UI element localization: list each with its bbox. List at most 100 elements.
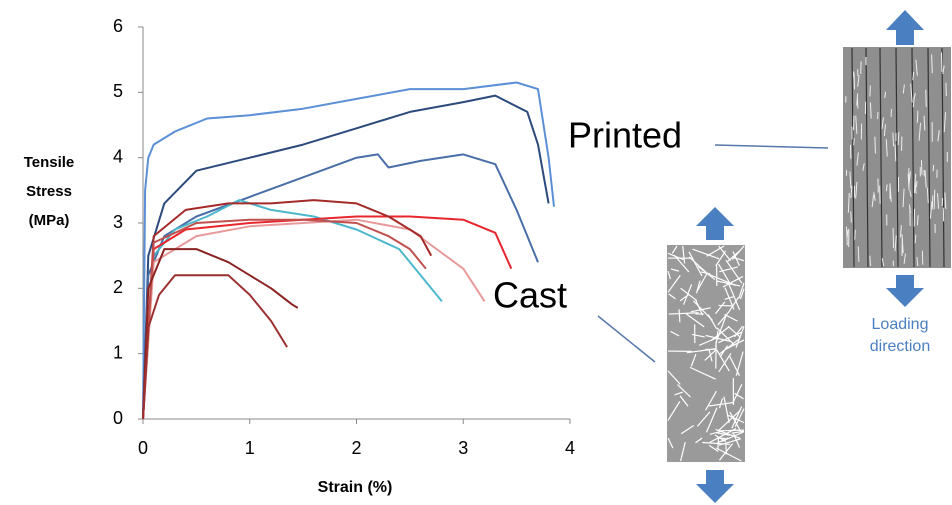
fibre [903,253,906,264]
x-tick-label: 4 [565,438,575,458]
fibre [732,256,745,262]
fibre [735,351,744,376]
fibre [883,124,886,136]
fibre [902,84,905,94]
fibre [931,54,933,74]
fibre [881,117,884,129]
data-line [142,218,427,420]
fibre [667,270,672,280]
fibre [715,330,719,348]
fibre [874,136,876,154]
fibre [674,391,684,396]
stripe [895,47,899,268]
fibre [727,325,741,338]
fibre [943,112,947,133]
fibre [944,192,947,209]
data-line [142,199,443,420]
fibre [894,235,897,252]
fibre [933,189,936,210]
fibre [667,400,681,421]
data-line [142,199,433,420]
fibre [849,171,852,189]
fibre [931,195,934,210]
fibre [929,201,933,219]
fibre [729,411,742,433]
fibre [937,130,940,142]
fibre [700,271,711,275]
fibre [913,92,916,100]
fibre [696,273,708,292]
fibre [897,132,900,146]
fibre [857,246,860,262]
fibre [705,390,717,411]
y-tick-label: 1 [113,342,123,362]
fibre [719,266,738,273]
data-line [142,248,299,420]
fibre [717,311,730,326]
fibre [916,257,919,267]
fibre [871,194,875,208]
data-line [142,81,555,420]
data-line [142,218,486,420]
fibre [908,204,911,213]
fibre [923,115,926,131]
stripe [851,47,855,268]
fibre [667,274,681,293]
fibre [718,353,732,373]
fibre [667,370,681,385]
stripe [879,47,883,268]
fibre [916,110,919,123]
fibre [667,437,674,449]
fibre [718,398,724,409]
fibre [732,384,743,404]
fibre [708,401,735,407]
fibre [695,437,703,444]
fibre [899,225,902,238]
fibre [901,234,904,254]
stripe [927,47,931,268]
fibre [680,425,695,435]
fibre [718,438,742,446]
fibre [918,122,922,141]
fibre [727,251,740,262]
fibre [671,245,678,254]
x-axis-label: Strain (%) [318,479,393,496]
fibre [850,211,852,223]
fibre [937,193,940,209]
fibre [709,430,722,435]
fibre [718,443,734,461]
connector [597,315,656,363]
cast-specimen [667,245,745,462]
fibre [723,396,730,423]
y-tick-label: 0 [113,408,123,428]
fibre [686,348,717,354]
fibre [722,275,744,288]
fibre [894,144,897,162]
fibre [691,333,705,338]
fibre [670,330,680,337]
fibre [869,102,872,119]
fibre [725,259,743,284]
fibre [854,229,856,240]
fibre [915,180,918,188]
fibre [715,432,730,436]
fibre [692,300,713,321]
x-tick-label: 2 [351,438,361,458]
fibre [731,430,745,434]
fibre [881,258,885,267]
fibre [847,192,850,213]
fibre [724,296,734,300]
data-line [142,274,288,420]
y-tick-label: 4 [113,146,123,166]
fibre [940,52,943,72]
fibre [690,353,697,367]
fibre [738,282,745,299]
x-tick-label: 0 [138,438,148,458]
data-line [142,215,513,420]
fibre [845,226,848,246]
fibre [885,139,888,157]
fibre [679,395,689,407]
plot-area: 0 1 2 3 4 5 6 0 1 2 3 4 [113,16,575,458]
arrows [696,10,924,503]
fibre [916,215,919,226]
